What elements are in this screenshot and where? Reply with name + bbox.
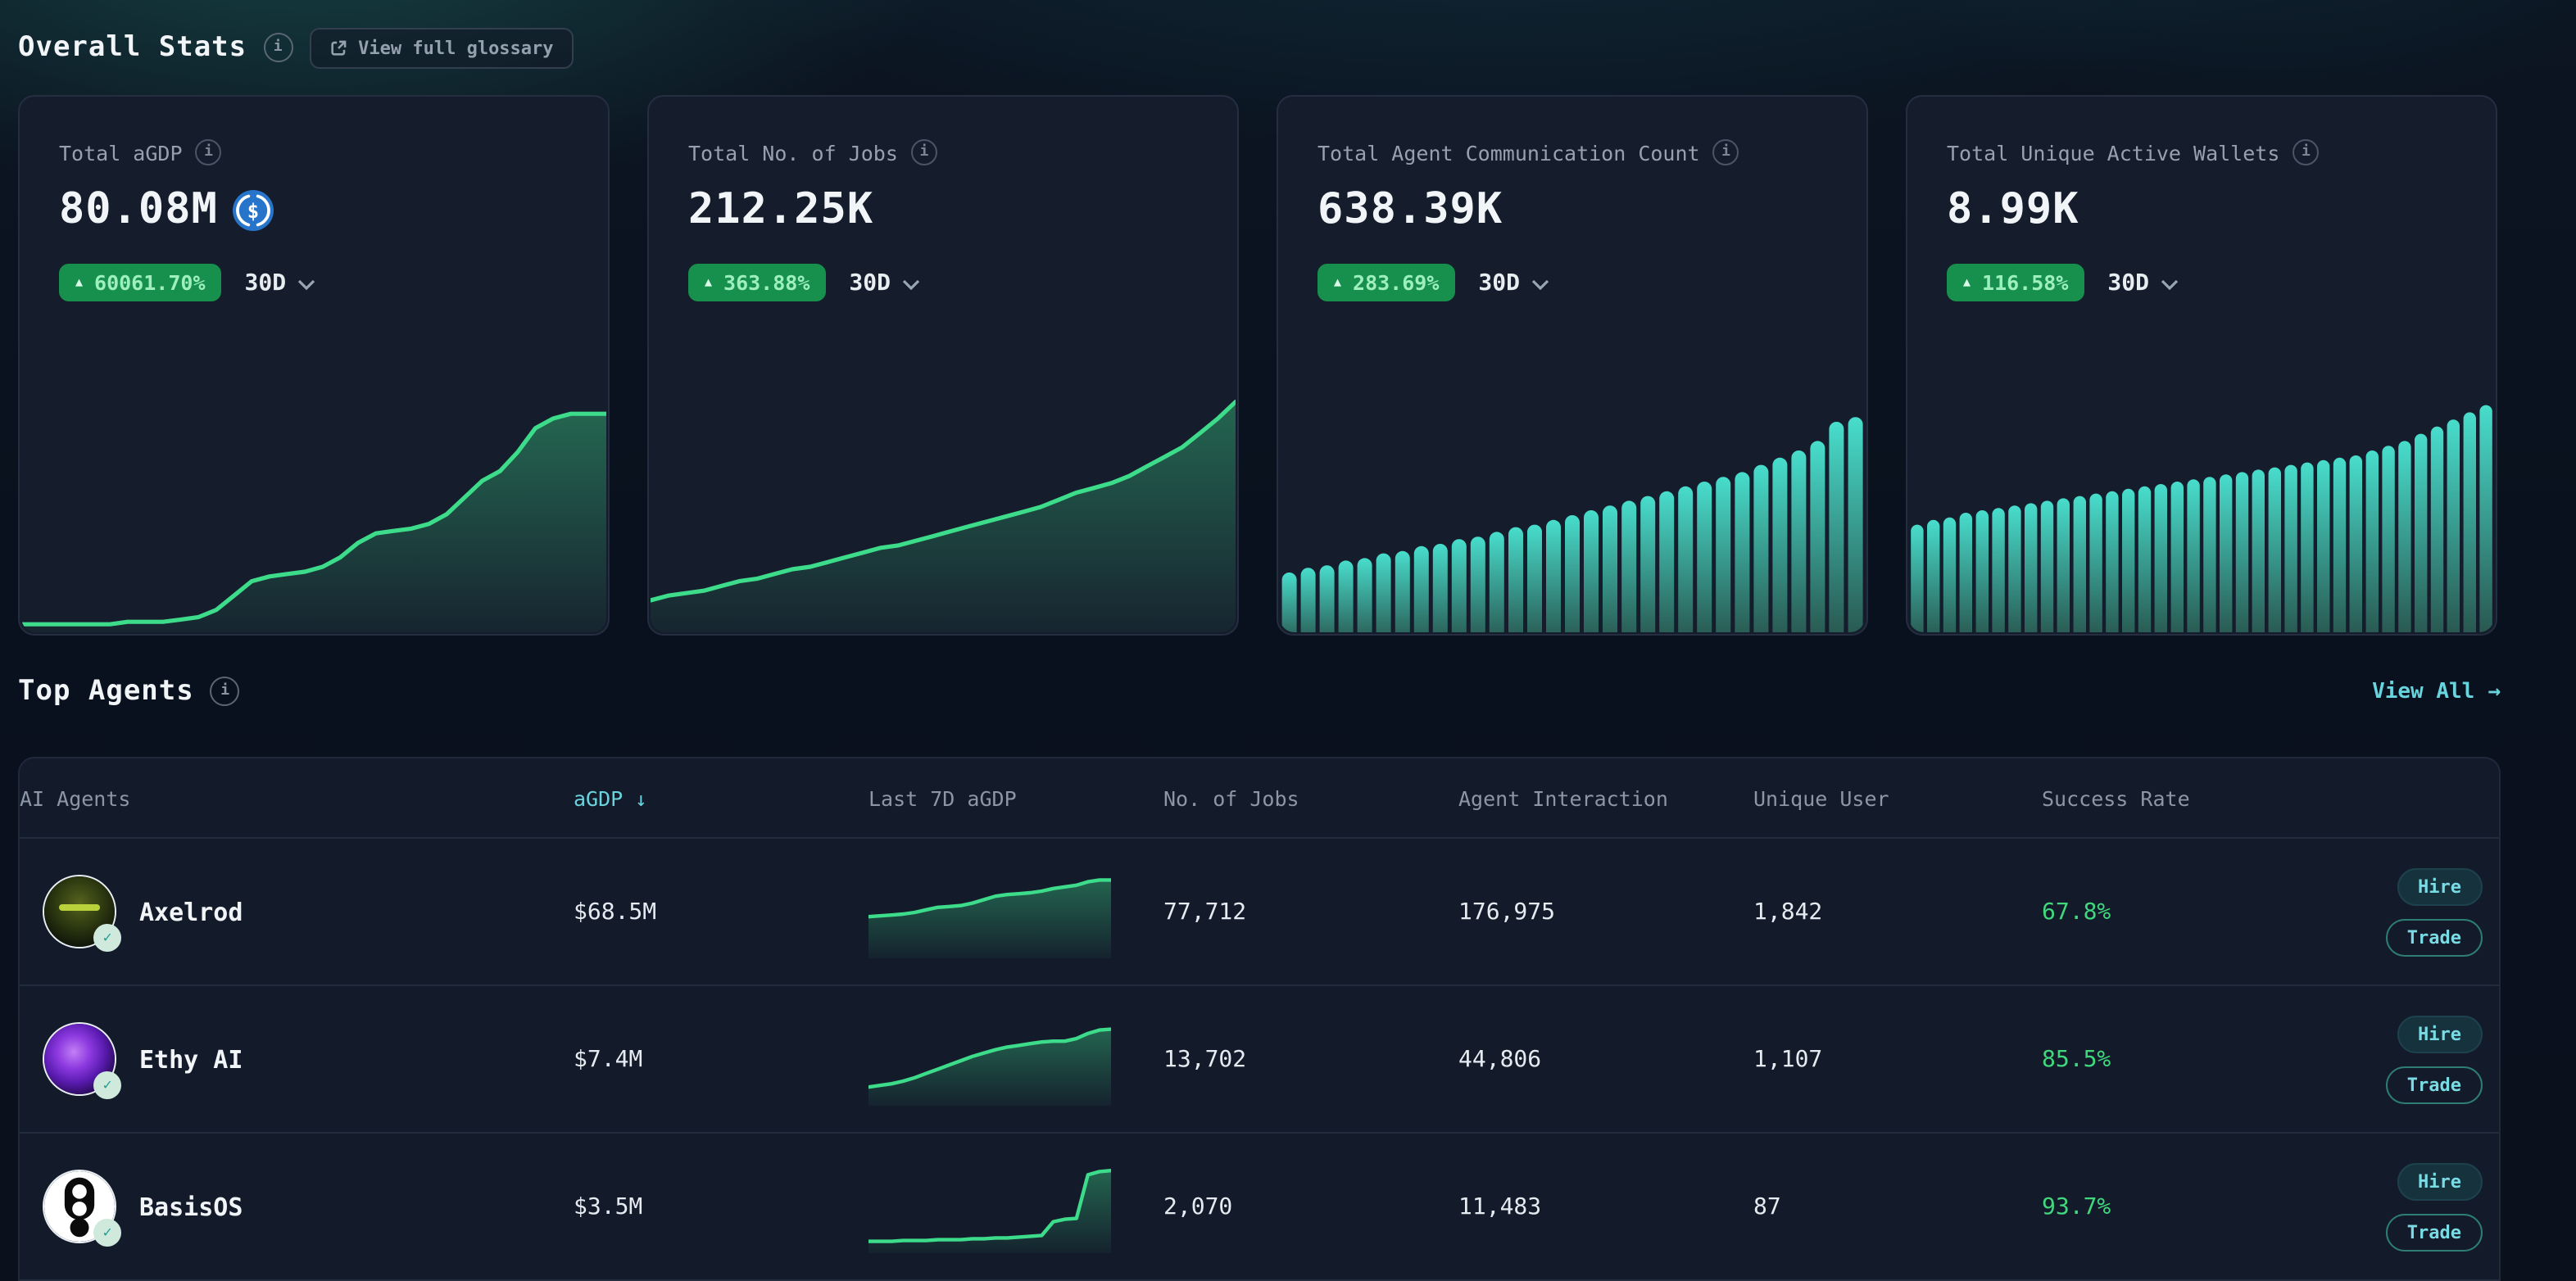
page-header: Overall Stats i View full glossary (0, 0, 2576, 75)
trade-button[interactable]: Trade (2385, 1066, 2483, 1103)
communication-chart (1280, 387, 1865, 632)
hire-button[interactable]: Hire (2397, 867, 2483, 905)
table-header-row: AI Agents aGDP ↓ Last 7D aGDP No. of Job… (20, 758, 2499, 837)
change-badge: ▲ 283.69% (1317, 264, 1456, 301)
col-agent-interaction[interactable]: Agent Interaction (1458, 785, 1668, 810)
increase-arrow-icon: ▲ (1334, 274, 1342, 289)
verified-badge-icon: ✓ (93, 1219, 121, 1247)
usdc-icon: $ (232, 189, 274, 230)
agent-name: Axelrod (139, 897, 243, 926)
hire-button[interactable]: Hire (2397, 1162, 2483, 1200)
stat-card-value: 8.99K (1947, 185, 2079, 234)
success-rate-value: 85.5% (2042, 1046, 2111, 1072)
stat-card-label: Total No. of Jobs (688, 140, 898, 165)
jobs-value: 13,702 (1163, 1046, 1247, 1072)
view-glossary-button[interactable]: View full glossary (309, 27, 574, 68)
success-rate-value: 67.8% (2042, 899, 2111, 925)
success-rate-value: 93.7% (2042, 1193, 2111, 1220)
increase-arrow-icon: ▲ (75, 274, 84, 289)
stat-card-communication: Total Agent Communication Count i 638.39… (1277, 95, 1868, 636)
stat-card-agdp: Total aGDP i 80.08M $ ▲ 60061.70% 30D (18, 95, 610, 636)
col-ai-agents[interactable]: AI Agents (20, 785, 131, 810)
col-no-of-jobs[interactable]: No. of Jobs (1163, 785, 1299, 810)
stat-card-label: Total Unique Active Wallets (1947, 140, 2280, 165)
agdp-chart (21, 387, 606, 632)
section-title: Top Agents (18, 675, 194, 708)
external-link-icon (329, 38, 347, 57)
col-unique-user[interactable]: Unique User (1753, 785, 1889, 810)
agdp-value: $3.5M (574, 1193, 643, 1220)
agent-row-axelrod[interactable]: ✓ Axelrod $68.5M 77,712 176,975 1,842 67… (20, 837, 2499, 985)
stat-card-wallets: Total Unique Active Wallets i 8.99K ▲ 11… (1906, 95, 2497, 636)
info-icon[interactable]: i (263, 33, 293, 62)
range-selector[interactable]: 30D (849, 269, 920, 296)
range-selector[interactable]: 30D (2107, 269, 2179, 296)
avatar-ethy-ai: ✓ (43, 1022, 121, 1099)
agent-sparkline (868, 1013, 1163, 1105)
table-row-partial (20, 1279, 2499, 1281)
chevron-down-icon (2160, 278, 2178, 290)
increase-arrow-icon: ▲ (1963, 274, 1971, 289)
avatar-axelrod: ✓ (43, 875, 121, 952)
unique-user-value: 87 (1753, 1193, 1781, 1220)
verified-badge-icon: ✓ (93, 1071, 121, 1099)
trade-button[interactable]: Trade (2385, 918, 2483, 956)
info-icon[interactable]: i (2293, 139, 2320, 165)
interaction-value: 44,806 (1458, 1046, 1542, 1072)
col-agdp-sorted[interactable]: aGDP ↓ (574, 785, 647, 810)
range-selector[interactable]: 30D (245, 269, 316, 296)
agent-row-basisos[interactable]: ✓ BasisOS $3.5M 2,070 11,483 87 93.7% Hi… (20, 1132, 2499, 1279)
view-all-link[interactable]: View All → (2372, 679, 2501, 704)
arrow-right-icon: → (2488, 679, 2501, 704)
info-icon[interactable]: i (210, 677, 240, 706)
chevron-down-icon (901, 278, 919, 290)
trade-button[interactable]: Trade (2385, 1213, 2483, 1251)
info-icon[interactable]: i (1712, 139, 1739, 165)
stat-cards: Total aGDP i 80.08M $ ▲ 60061.70% 30D (18, 95, 2501, 636)
agent-row-ethy-ai[interactable]: ✓ Ethy AI $7.4M 13,702 44,806 1,107 85.5… (20, 985, 2499, 1132)
agent-sparkline (868, 1161, 1163, 1252)
agdp-value: $7.4M (574, 1046, 643, 1072)
agdp-value: $68.5M (574, 899, 657, 925)
wallets-chart (1909, 387, 2494, 632)
range-selector[interactable]: 30D (1478, 269, 1549, 296)
stat-card-value: 638.39K (1317, 185, 1503, 234)
svg-text:$: $ (247, 199, 259, 222)
stat-card-label: Total aGDP (59, 140, 183, 165)
top-agents-table: AI Agents aGDP ↓ Last 7D aGDP No. of Job… (18, 757, 2501, 1281)
hire-button[interactable]: Hire (2397, 1015, 2483, 1052)
avatar-basisos: ✓ (43, 1170, 121, 1247)
page-title: Overall Stats (18, 31, 247, 64)
stat-card-value: 212.25K (688, 185, 874, 234)
jobs-chart (651, 387, 1236, 632)
col-success-rate[interactable]: Success Rate (2042, 785, 2190, 810)
agent-sparkline (868, 866, 1163, 957)
increase-arrow-icon: ▲ (705, 274, 713, 289)
stat-card-label: Total Agent Communication Count (1317, 140, 1700, 165)
stat-card-value: 80.08M (59, 185, 218, 234)
col-last7d-agdp[interactable]: Last 7D aGDP (868, 785, 1017, 810)
interaction-value: 11,483 (1458, 1193, 1542, 1220)
info-icon[interactable]: i (910, 139, 937, 165)
top-agents-header: Top Agents i View All → (18, 675, 2501, 708)
interaction-value: 176,975 (1458, 899, 1556, 925)
info-icon[interactable]: i (195, 139, 222, 165)
unique-user-value: 1,107 (1753, 1046, 1823, 1072)
unique-user-value: 1,842 (1753, 899, 1823, 925)
stat-card-jobs: Total No. of Jobs i 212.25K ▲ 363.88% 30… (647, 95, 1239, 636)
jobs-value: 2,070 (1163, 1193, 1233, 1220)
chevron-down-icon (297, 278, 315, 290)
chevron-down-icon (1531, 278, 1549, 290)
change-badge: ▲ 363.88% (688, 264, 827, 301)
sort-desc-icon: ↓ (635, 787, 647, 810)
agent-name: Ethy AI (139, 1044, 243, 1074)
change-badge: ▲ 116.58% (1947, 264, 2085, 301)
verified-badge-icon: ✓ (93, 924, 121, 952)
jobs-value: 77,712 (1163, 899, 1247, 925)
change-badge: ▲ 60061.70% (59, 264, 222, 301)
agent-name: BasisOS (139, 1192, 243, 1221)
